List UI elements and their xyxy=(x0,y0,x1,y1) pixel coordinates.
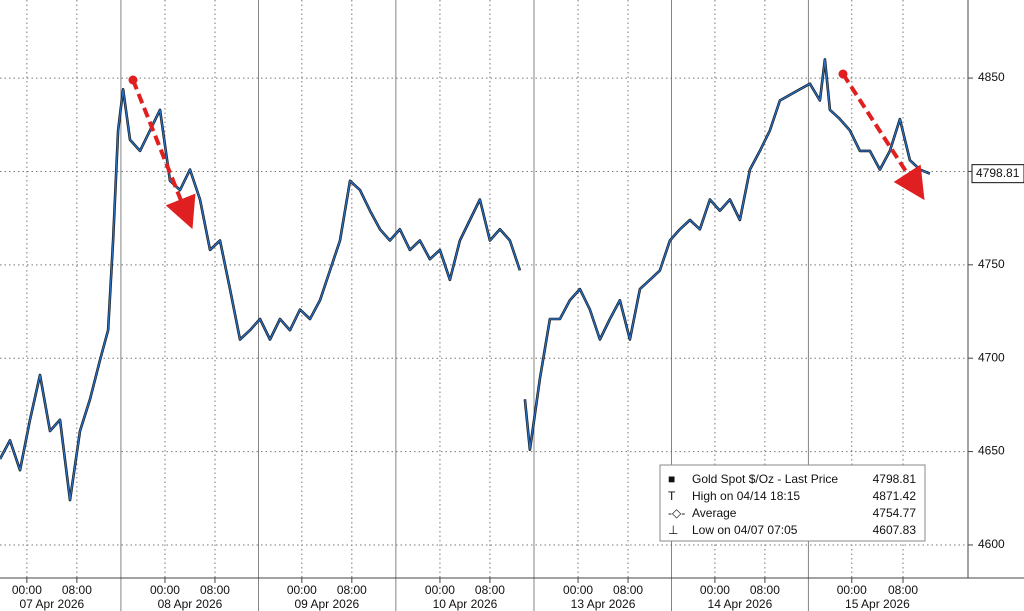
x-group-label: 09 Apr 2026 xyxy=(294,597,359,611)
legend-label: Average xyxy=(692,506,737,520)
x-group-label: 14 Apr 2026 xyxy=(708,597,773,611)
x-group-label: 13 Apr 2026 xyxy=(571,597,636,611)
x-tick-label: 08:00 xyxy=(200,583,230,597)
legend-value: 4798.81 xyxy=(873,472,917,486)
y-tick-label: 4750 xyxy=(978,257,1005,271)
legend-label: Low on 04/07 07:05 xyxy=(692,523,798,537)
legend-icon: ⊥ xyxy=(668,523,678,537)
x-tick-label: 00:00 xyxy=(150,583,180,597)
x-tick-label: 00:00 xyxy=(287,583,317,597)
x-group-label: 10 Apr 2026 xyxy=(433,597,498,611)
arrow xyxy=(841,72,925,201)
x-tick-label: 00:00 xyxy=(12,583,42,597)
legend-label: High on 04/14 18:15 xyxy=(692,489,800,503)
price-line xyxy=(0,58,931,501)
legend-label: Gold Spot $/Oz - Last Price xyxy=(692,472,838,486)
y-tick-label: 4700 xyxy=(978,350,1005,364)
y-tick-label: 4650 xyxy=(978,444,1005,458)
x-tick-label: 00:00 xyxy=(563,583,593,597)
last-price-label: 4798.81 xyxy=(976,166,1020,180)
x-group-label: 08 Apr 2026 xyxy=(158,597,223,611)
x-tick-label: 00:00 xyxy=(700,583,730,597)
x-tick-label: 00:00 xyxy=(837,583,867,597)
x-tick-label: 08:00 xyxy=(888,583,918,597)
legend-icon: ■ xyxy=(668,472,675,486)
y-tick-label: 4600 xyxy=(978,537,1005,551)
legend-icon: T xyxy=(668,489,676,503)
arrow xyxy=(131,79,196,230)
arrow-start xyxy=(838,69,848,79)
x-group-label: 15 Apr 2026 xyxy=(845,597,910,611)
x-tick-label: 08:00 xyxy=(62,583,92,597)
x-group-label: 07 Apr 2026 xyxy=(20,597,85,611)
last-price-tag xyxy=(971,164,1024,184)
x-tick-label: 08:00 xyxy=(337,583,367,597)
x-tick-label: 00:00 xyxy=(425,583,455,597)
x-tick-label: 08:00 xyxy=(750,583,780,597)
x-tick-label: 08:00 xyxy=(475,583,505,597)
annotation-arrows xyxy=(128,69,925,230)
legend-icon: -◇- xyxy=(668,506,685,520)
x-tick-label: 08:00 xyxy=(613,583,643,597)
legend-value: 4871.42 xyxy=(873,489,917,503)
arrow-start xyxy=(128,75,138,85)
plot xyxy=(0,58,931,502)
legend-value: 4607.83 xyxy=(873,523,917,537)
legend-box xyxy=(659,464,926,542)
y-tick-label: 4850 xyxy=(978,70,1005,84)
legend: ■ Gold Spot $/Oz - Last Price 4798.81 T High… xyxy=(659,464,926,542)
legend-value: 4754.77 xyxy=(873,506,917,520)
